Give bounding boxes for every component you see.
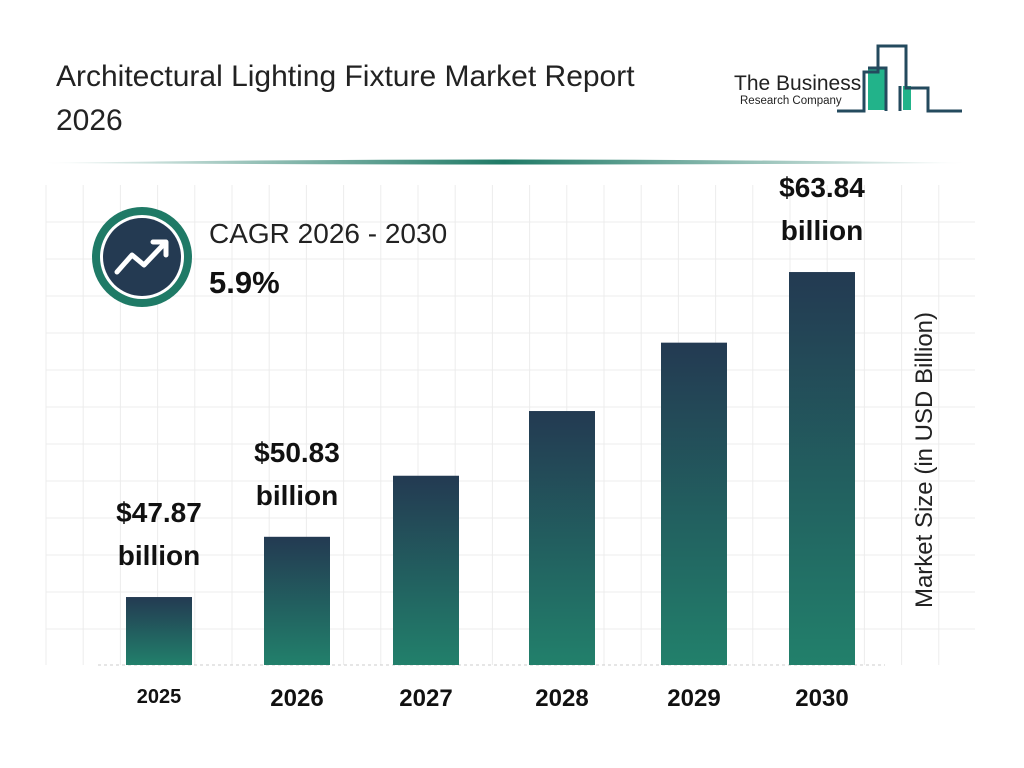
cagr-label: CAGR 2026 - 2030: [209, 218, 448, 249]
bar-2029: [661, 342, 727, 665]
bar-2025: [126, 597, 192, 665]
x-tick-label: 2028: [535, 685, 588, 712]
logo-text-line1: The Business: [734, 72, 862, 95]
y-axis-label: Market Size (in USD Billion): [911, 312, 938, 608]
bar-2028: [529, 411, 595, 665]
data-label-unit: billion: [118, 540, 200, 571]
cagr-badge: [92, 207, 192, 307]
company-logo: The Business Research Company: [732, 44, 967, 116]
x-tick-label: 2030: [795, 685, 848, 712]
x-tick-label: 2025: [137, 686, 182, 708]
x-tick-label: 2029: [667, 685, 720, 712]
page-title: Architectural Lighting Fixture Market Re…: [56, 60, 635, 137]
data-label-unit: billion: [781, 215, 863, 246]
bar-2027: [393, 475, 459, 665]
logo-buildings-icon: [837, 44, 962, 113]
cagr-value: 5.9%: [209, 265, 280, 300]
trending-up-icon: [114, 239, 169, 275]
logo-text-line2: Research Company: [740, 95, 842, 107]
bar-2026: [264, 536, 330, 665]
header-divider: [40, 159, 968, 165]
x-tick-label: 2027: [399, 685, 452, 712]
data-label-amount: $63.84: [779, 172, 865, 203]
x-tick-label: 2026: [270, 685, 323, 712]
bar-2030: [789, 272, 855, 665]
data-label-unit: billion: [256, 480, 338, 511]
data-label-amount: $47.87: [116, 497, 202, 528]
data-label-amount: $50.83: [254, 437, 340, 468]
